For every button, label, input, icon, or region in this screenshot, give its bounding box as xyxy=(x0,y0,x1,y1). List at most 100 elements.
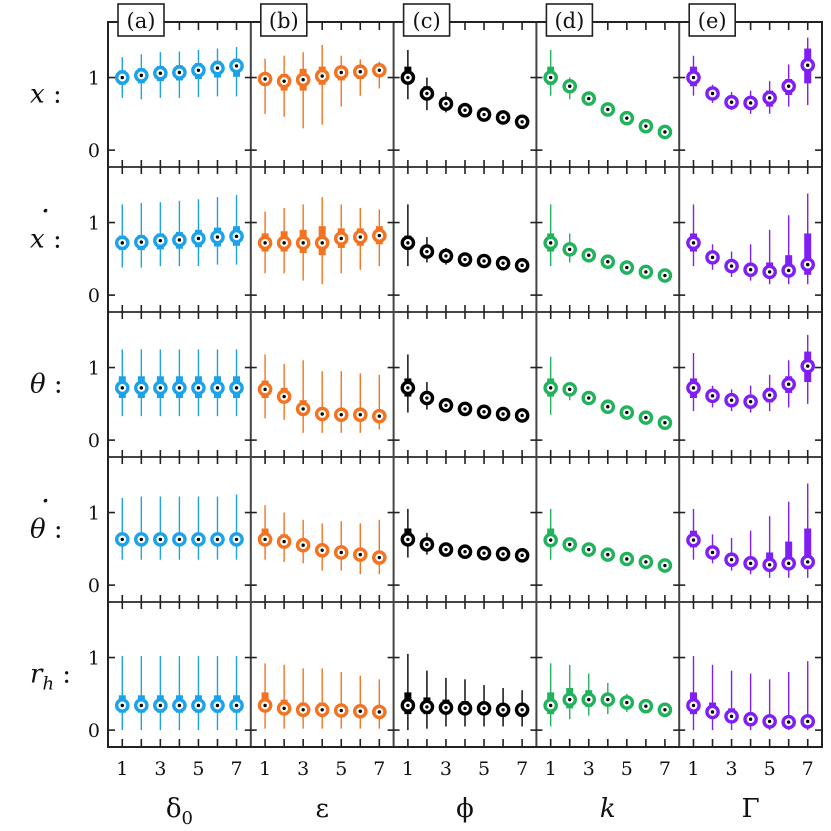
median-dot xyxy=(710,255,715,260)
median-dot xyxy=(234,234,239,239)
box-r3-c5-x4 xyxy=(743,385,758,413)
median-dot xyxy=(263,387,267,392)
y-tick-label: 1 xyxy=(88,213,100,235)
median-dot xyxy=(215,386,220,390)
box-r2-c3-x2 xyxy=(419,237,435,263)
y-tick-label: 0 xyxy=(88,140,100,162)
box-r5-c5-x1 xyxy=(686,656,701,731)
box-r3-c3-x1 xyxy=(400,354,416,413)
y-tick-label: 1 xyxy=(88,358,100,380)
box-r4-c2-x7 xyxy=(372,519,387,575)
median-dot xyxy=(406,386,410,390)
median-dot xyxy=(606,107,610,112)
median-dot xyxy=(548,386,553,390)
box-r4-c5-x1 xyxy=(686,508,701,560)
box-r5-c3-x6 xyxy=(495,688,511,727)
median-dot xyxy=(196,386,201,390)
box-r1-c1-x4 xyxy=(172,51,187,98)
median-dot xyxy=(786,561,791,566)
y-tick-label: 0 xyxy=(88,575,100,597)
box-r3-c4-x1 xyxy=(543,356,558,415)
median-dot xyxy=(339,236,343,241)
x-tick-label: 7 xyxy=(516,758,528,780)
median-dot xyxy=(358,709,362,713)
box-r5-c5-x2 xyxy=(705,664,720,731)
col-param-label: ϕ xyxy=(456,794,474,824)
box-r2-c2-x2 xyxy=(276,208,292,274)
median-dot xyxy=(568,542,572,547)
median-dot xyxy=(282,241,286,245)
median-dot xyxy=(644,270,648,274)
median-dot xyxy=(120,241,124,245)
x-tick-label: 5 xyxy=(478,758,490,780)
x-tick-label: 5 xyxy=(764,758,776,780)
x-tick-label: 3 xyxy=(297,758,309,780)
median-dot xyxy=(463,108,467,112)
median-dot xyxy=(482,112,486,117)
box-r2-c1-x7 xyxy=(229,194,244,265)
box-r4-c3-x1 xyxy=(400,508,416,558)
box-r5-c2-x5 xyxy=(333,672,349,729)
col-param-label: k xyxy=(600,794,616,824)
box-r2-c4-x2 xyxy=(562,233,578,263)
box-r3-c4-x5 xyxy=(619,405,635,420)
box-r5-c5-x3 xyxy=(724,670,739,731)
median-dot xyxy=(548,241,553,245)
box-r2-c4-x5 xyxy=(619,260,635,275)
box-r3-c2-x7 xyxy=(372,374,387,430)
x-tick-label: 3 xyxy=(440,758,452,780)
median-dot xyxy=(625,116,629,120)
box-r4-c1-x1 xyxy=(114,498,130,560)
box-r3-c1-x2 xyxy=(134,349,149,417)
median-dot xyxy=(587,547,591,552)
x-tick-label: 7 xyxy=(802,758,814,780)
box-r5-c4-x4 xyxy=(600,682,616,715)
row-label: x : xyxy=(30,225,62,255)
box-r4-c4-x7 xyxy=(657,558,673,573)
median-dot xyxy=(444,254,448,258)
box-r3-c2-x6 xyxy=(352,373,368,433)
panel-tag-text: (a) xyxy=(127,9,156,33)
median-dot xyxy=(196,703,201,708)
median-dot xyxy=(548,538,553,542)
box-r4-c5-x2 xyxy=(705,534,720,564)
box-r2-c3-x7 xyxy=(514,258,530,273)
box-r5-c4-x6 xyxy=(638,698,654,714)
box-r4-c5-x7 xyxy=(800,483,816,578)
panel-tag-box xyxy=(688,3,737,37)
median-dot xyxy=(767,393,772,397)
median-dot xyxy=(606,697,610,702)
box-r4-c5-x4 xyxy=(743,530,758,575)
box-r3-c3-x7 xyxy=(514,408,530,423)
box-r5-c4-x7 xyxy=(657,702,673,718)
median-dot xyxy=(120,75,124,80)
box-r2-c5-x2 xyxy=(705,244,720,270)
col-param-label: δ0 xyxy=(166,794,193,829)
median-dot xyxy=(644,560,648,564)
row-label: θ : xyxy=(30,370,63,400)
median-dot xyxy=(663,708,667,712)
row-symbol: θ xyxy=(30,515,46,545)
median-dot xyxy=(548,75,553,80)
panel-tag-c: (c) xyxy=(402,3,451,37)
row-label: rh : xyxy=(30,660,71,695)
x-tick-label: 1 xyxy=(545,758,557,780)
median-dot xyxy=(444,705,448,710)
panel-tag-text: (c) xyxy=(413,9,441,33)
panel-tag-box xyxy=(117,3,165,37)
median-dot xyxy=(339,708,343,713)
median-dot xyxy=(482,410,486,414)
box-r1-c4-x7 xyxy=(657,124,673,140)
median-dot xyxy=(377,233,382,238)
box-r3-c1-x5 xyxy=(191,349,206,417)
panel-tag-text: (d) xyxy=(554,9,584,33)
box-r1-c2-x5 xyxy=(333,55,349,107)
box-r1-c3-x2 xyxy=(419,77,435,111)
box-r4-c1-x5 xyxy=(191,496,206,560)
median-dot xyxy=(282,539,286,544)
box-r4-c3-x7 xyxy=(514,548,530,563)
box-r2-c2-x1 xyxy=(257,211,273,274)
box-r4-c5-x3 xyxy=(724,537,739,571)
median-dot xyxy=(301,543,305,547)
median-dot xyxy=(710,550,715,555)
